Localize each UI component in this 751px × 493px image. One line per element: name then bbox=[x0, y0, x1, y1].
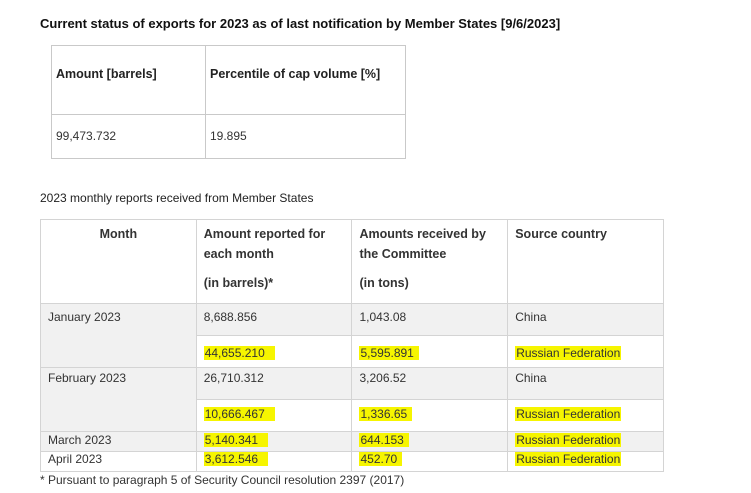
monthly-title: 2023 monthly reports received from Membe… bbox=[40, 191, 314, 205]
source-cell: Russian Federation bbox=[507, 399, 664, 432]
amount-barrels-header: Amount [barrels] bbox=[51, 45, 206, 115]
amount-header-line3: (in barrels)* bbox=[203, 276, 274, 290]
status-title: Current status of exports for 2023 as of… bbox=[40, 16, 561, 31]
month-cell: March 2023 bbox=[40, 431, 197, 452]
amount-cell: 10,666.467 bbox=[195, 399, 353, 432]
amount-header-line1: Amount reported for bbox=[203, 227, 326, 241]
source-cell: China bbox=[507, 367, 664, 400]
amount-barrels-value: 99,473.732 bbox=[51, 114, 206, 159]
amount-cell: 26,710.312 bbox=[195, 367, 353, 400]
received-cell: 5,595.891 bbox=[351, 335, 509, 368]
highlighted-source: Russian Federation bbox=[515, 433, 622, 447]
table-row: April 2023 3,612.546 452.70 Russian Fede… bbox=[40, 451, 664, 472]
highlighted-received: 452.70 bbox=[359, 452, 403, 466]
status-value-row: 99,473.732 19.895 bbox=[51, 114, 406, 159]
export-status-table: Amount [barrels] Percentile of cap volum… bbox=[51, 45, 406, 159]
received-header-line2: the Committee bbox=[359, 247, 447, 261]
highlighted-amount: 3,612.546 bbox=[203, 452, 269, 466]
source-cell: Russian Federation bbox=[507, 335, 664, 368]
table-row: 44,655.210 5,595.891 Russian Federation bbox=[41, 335, 664, 368]
highlighted-received: 1,336.65 bbox=[359, 407, 413, 421]
monthly-header-row: Month Amount reported for each month (in… bbox=[40, 219, 664, 304]
table-row: 10,666.467 1,336.65 Russian Federation bbox=[41, 399, 664, 432]
highlighted-source: Russian Federation bbox=[515, 407, 622, 421]
received-cell: 3,206.52 bbox=[351, 367, 509, 400]
received-cell: 1,043.08 bbox=[351, 303, 509, 336]
table-row: January 2023 8,688.856 1,043.08 China bbox=[40, 303, 664, 368]
table-row: March 2023 5,140.341 644.153 Russian Fed… bbox=[40, 431, 664, 452]
amount-header-line2: each month bbox=[203, 247, 274, 261]
amount-cell: 44,655.210 bbox=[195, 335, 353, 368]
monthly-reports-table: Month Amount reported for each month (in… bbox=[40, 219, 664, 472]
table-row: February 2023 26,710.312 3,206.52 China bbox=[40, 367, 664, 432]
amount-cell: 5,140.341 bbox=[195, 431, 353, 452]
amount-cell: 8,688.856 bbox=[195, 303, 353, 336]
percentile-cap-value: 19.895 bbox=[205, 114, 406, 159]
highlighted-source: Russian Federation bbox=[515, 452, 622, 466]
month-cell: January 2023 bbox=[40, 303, 197, 368]
footnote: * Pursuant to paragraph 5 of Security Co… bbox=[40, 473, 405, 487]
month-header: Month bbox=[40, 219, 197, 304]
source-cell: Russian Federation bbox=[507, 431, 664, 452]
received-cell: 1,336.65 bbox=[351, 399, 509, 432]
amount-cell: 3,612.546 bbox=[195, 451, 353, 472]
received-header-line3: (in tons) bbox=[359, 276, 409, 290]
highlighted-amount: 44,655.210 bbox=[203, 346, 275, 360]
source-country-header: Source country bbox=[507, 219, 664, 304]
month-cell: February 2023 bbox=[40, 367, 197, 432]
received-header-line1: Amounts received by bbox=[359, 227, 486, 241]
status-header-row: Amount [barrels] Percentile of cap volum… bbox=[51, 45, 406, 115]
source-cell: Russian Federation bbox=[507, 451, 664, 472]
highlighted-received: 644.153 bbox=[359, 433, 409, 447]
highlighted-source: Russian Federation bbox=[515, 346, 622, 360]
highlighted-received: 5,595.891 bbox=[359, 346, 419, 360]
received-cell: 644.153 bbox=[351, 431, 509, 452]
amounts-received-header: Amounts received by the Committee (in to… bbox=[351, 219, 509, 304]
highlighted-amount: 5,140.341 bbox=[203, 433, 269, 447]
source-cell: China bbox=[507, 303, 664, 336]
received-cell: 452.70 bbox=[351, 451, 509, 472]
percentile-cap-header: Percentile of cap volume [%] bbox=[205, 45, 406, 115]
month-cell: April 2023 bbox=[40, 451, 197, 472]
amount-reported-header: Amount reported for each month (in barre… bbox=[195, 219, 353, 304]
highlighted-amount: 10,666.467 bbox=[203, 407, 275, 421]
